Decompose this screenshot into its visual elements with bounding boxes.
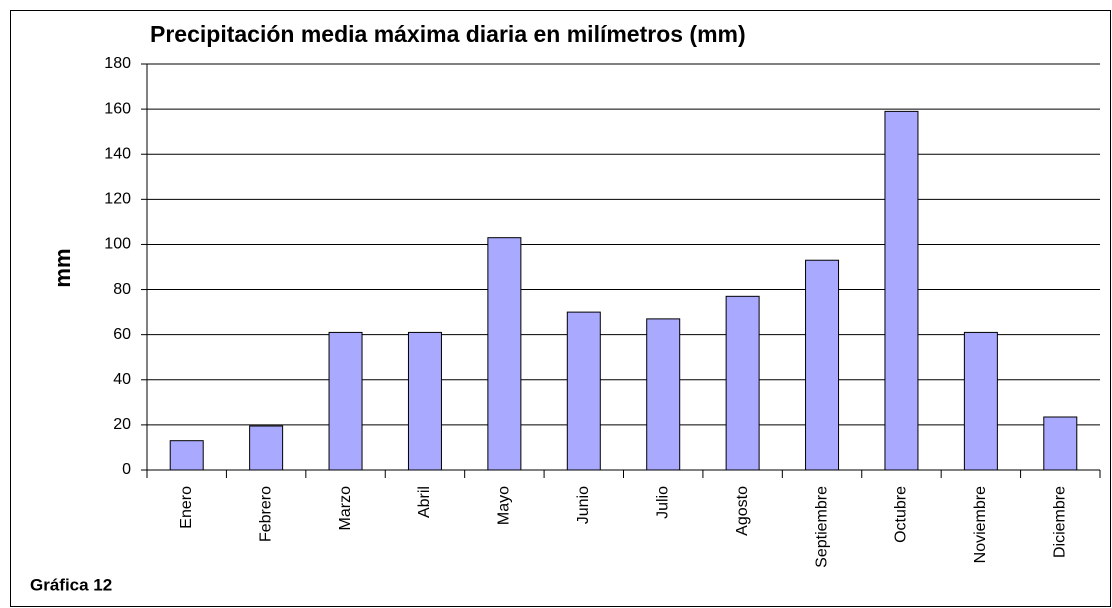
x-tick-label: Marzo — [337, 486, 354, 531]
bar — [328, 331, 363, 471]
bar — [963, 331, 998, 471]
bar — [566, 311, 601, 471]
annotation: Gráfica 12 — [30, 575, 112, 594]
bar — [407, 331, 442, 471]
chart-frame — [10, 10, 1111, 607]
x-tick-label: Agosto — [734, 486, 751, 536]
bar — [1043, 416, 1078, 471]
x-tick-label: Junio — [575, 486, 592, 524]
x-tick-label: Julio — [654, 486, 671, 519]
x-tick-label: Mayo — [496, 486, 513, 525]
x-tick-label: Diciembre — [1052, 486, 1069, 558]
y-tick-label: 160 — [104, 100, 131, 117]
bar — [884, 110, 919, 471]
y-tick-label: 80 — [113, 281, 131, 298]
x-tick-label: Abril — [416, 486, 433, 518]
y-tick-label: 100 — [104, 236, 131, 253]
y-tick-label: 140 — [104, 145, 131, 162]
x-tick-label: Septiembre — [813, 486, 830, 568]
x-tick-label: Noviembre — [972, 486, 989, 563]
y-tick-label: 60 — [113, 326, 131, 343]
bar — [725, 295, 760, 471]
y-tick-label: 20 — [113, 416, 131, 433]
y-tick-label: 180 — [104, 55, 131, 72]
bar — [169, 440, 204, 471]
y-tick-label: 120 — [104, 191, 131, 208]
x-tick-label: Enero — [178, 486, 195, 529]
x-tick-label: Febrero — [257, 486, 274, 542]
bar — [805, 259, 840, 471]
bar — [249, 425, 284, 471]
y-axis-label: mm — [50, 248, 75, 287]
x-tick-label: Octubre — [893, 486, 910, 543]
bar — [487, 237, 522, 471]
bar — [646, 318, 681, 471]
y-tick-label: 0 — [122, 461, 131, 478]
y-tick-label: 40 — [113, 371, 131, 388]
chart-title: Precipitación media máxima diaria en mil… — [150, 21, 746, 47]
